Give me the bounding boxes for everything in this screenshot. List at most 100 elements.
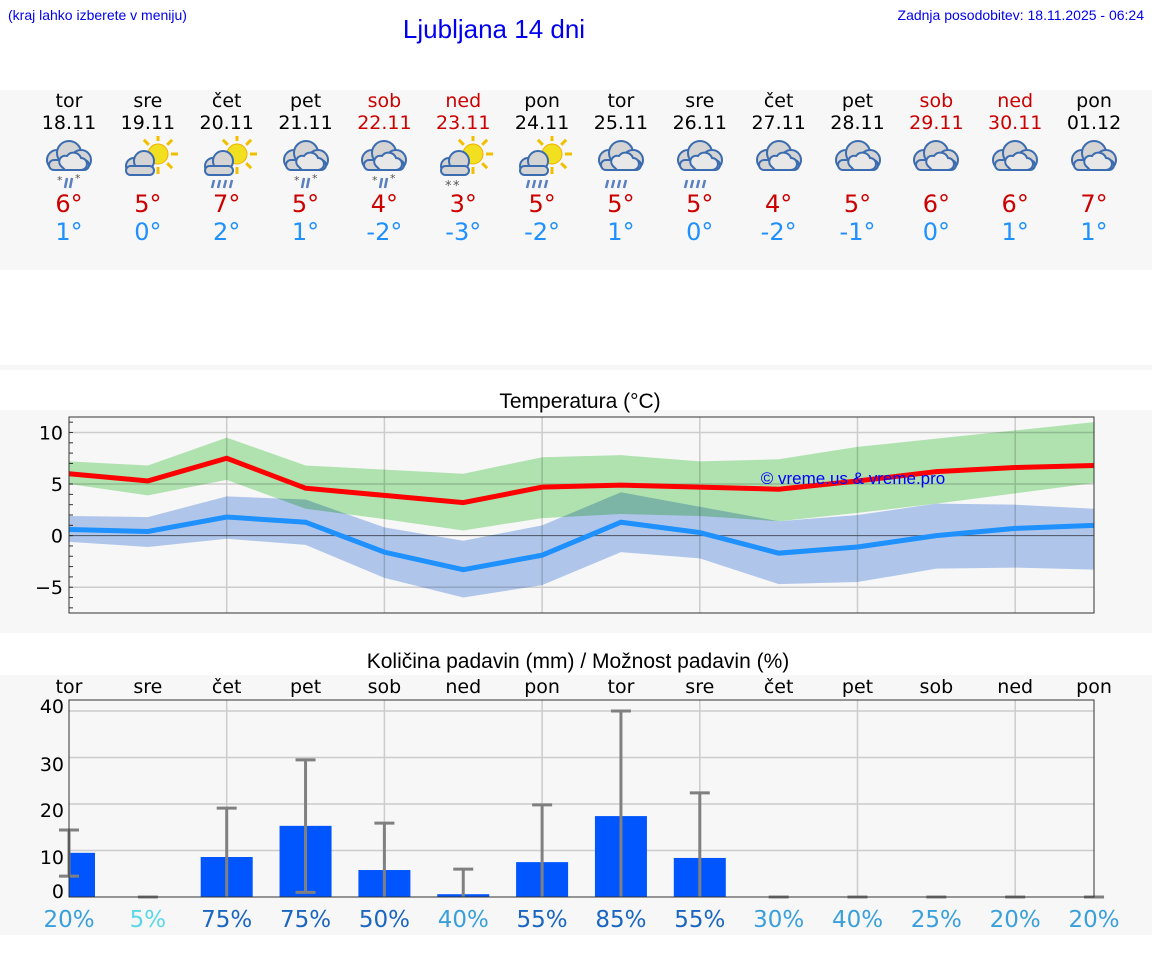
sun-cloud-icon [108,134,187,190]
day-date: 24.11 [514,112,570,134]
max-temp: 5° [134,190,162,218]
cloud-sleet-icon: * * [30,136,109,190]
y-tick-label: −5 [35,577,63,599]
min-temp: 1° [291,218,320,246]
location-hint[interactable]: (kraj lahko izberete v meniju) [8,7,187,23]
day-column: sre 19.11 5° 0° [108,90,187,246]
cloud-icon [913,140,960,171]
cloud-icon [361,140,408,171]
max-temp: 3° [449,190,477,218]
max-temp: 4° [765,190,793,218]
day-date: 27.11 [751,112,806,134]
y-tick-label: 10 [39,422,63,444]
page-title: Ljubljana 14 dni [402,14,586,44]
precip-probability: 20% [990,907,1041,933]
max-temp: 5° [686,190,714,218]
cloud-icon [46,140,92,171]
x-day-label: pon [524,676,560,698]
y-tick-label: 20 [40,800,64,822]
x-day-label: pet [290,676,321,698]
max-temp: 6° [1001,190,1029,218]
day-date: 18.11 [41,112,97,134]
day-name: pet [841,90,874,112]
y-tick-label: 10 [40,847,64,869]
cloud-sleet-icon: * * [345,136,424,190]
y-tick-label: 30 [40,754,64,776]
day-column: ned 23.11 * * 3° -3° [424,90,503,246]
x-day-label: tor [56,676,83,698]
day-name: ned [997,90,1034,112]
y-tick-label: 0 [52,881,64,903]
min-temp: 0° [922,218,950,246]
cloud-icon [124,150,155,176]
svg-text:*: * [390,172,396,185]
day-date: 28.11 [830,112,885,134]
max-temp-band [69,422,1095,531]
min-temp: -1° [839,218,876,246]
min-temp: 0° [686,218,714,246]
rain-icon [210,179,233,189]
day-column: tor 18.11 * * 6° 1° [30,90,109,246]
x-day-label: ned [445,676,481,698]
day-date: 20.11 [199,112,254,134]
max-temp: 7° [1080,190,1108,218]
day-date: 21.11 [278,112,333,134]
precip-probability: 30% [753,907,804,933]
x-day-label: sob [368,676,402,698]
precip-probability: 25% [911,907,962,933]
cloud-icon [818,136,897,190]
last-updated: Zadnja posodobitev: 18.11.2025 - 06:24 [897,7,1144,23]
day-date: 30.11 [987,112,1043,134]
cloud-icon [897,136,976,190]
day-date: 19.11 [120,112,176,134]
x-day-label: pon [1076,676,1112,698]
cloud-icon [1071,140,1118,171]
day-name: tor [55,90,83,112]
day-date: 01.12 [1066,112,1122,134]
day-date: 26.11 [672,112,727,134]
chart-title: Temperatura (°C) [499,390,660,413]
day-column: pet 28.11 5° -1° [818,90,897,246]
x-day-label: pet [842,676,873,698]
svg-text:*: * [75,172,81,185]
day-column: ned 30.11 6° 1° [976,90,1055,246]
rain-icon [683,179,707,189]
x-day-label: tor [608,676,635,698]
daily-forecast-strip: tor 18.11 * * 6° 1° sre 19.11 5° 0° čet 20.… [0,90,1152,270]
cloud-rain-icon [660,136,739,190]
sun-cloud-rain-icon [503,134,582,190]
x-day-label: ned [997,676,1033,698]
max-temp-line [68,455,1095,506]
y-tick-label: 0 [51,526,63,548]
svg-text:*: * [57,174,63,187]
day-column: pon 01.12 7° 1° [1055,90,1134,246]
sun-cloud-snow-icon: * * [424,134,503,194]
cloud-icon [440,150,471,176]
min-temp: 1° [607,218,635,246]
x-day-label: čet [764,676,794,698]
min-temp: 0° [134,218,162,246]
day-column: sob 22.11 * * 4° -2° [345,90,424,246]
precip-probability: 75% [201,907,252,933]
watermark: © vreme.us & vreme.pro [761,469,945,488]
day-name: tor [607,90,635,112]
sun-cloud-rain-icon [187,134,266,190]
day-name: pon [1076,90,1112,112]
cloud-icon [755,140,802,171]
day-date: 25.11 [593,112,649,134]
divider [0,365,1152,370]
min-temp-line [68,514,1095,573]
svg-text:*: * [294,174,300,187]
day-name: pon [524,90,560,112]
temperature-chart: Temperatura (°C) 10 5 0 −5 © vreme.us & vreme… [0,390,1152,633]
day-name: sob [367,90,402,112]
y-tick-label: 5 [51,474,63,496]
max-temp: 5° [843,190,872,218]
plot-frame [68,416,1095,614]
min-temp: 1° [1001,218,1029,246]
cloud-icon [282,140,329,171]
cloud-sleet-icon: * * [266,136,345,190]
snow-icon: * * [445,179,460,194]
svg-text:*: * [453,179,460,192]
min-temp-band [69,492,1095,598]
